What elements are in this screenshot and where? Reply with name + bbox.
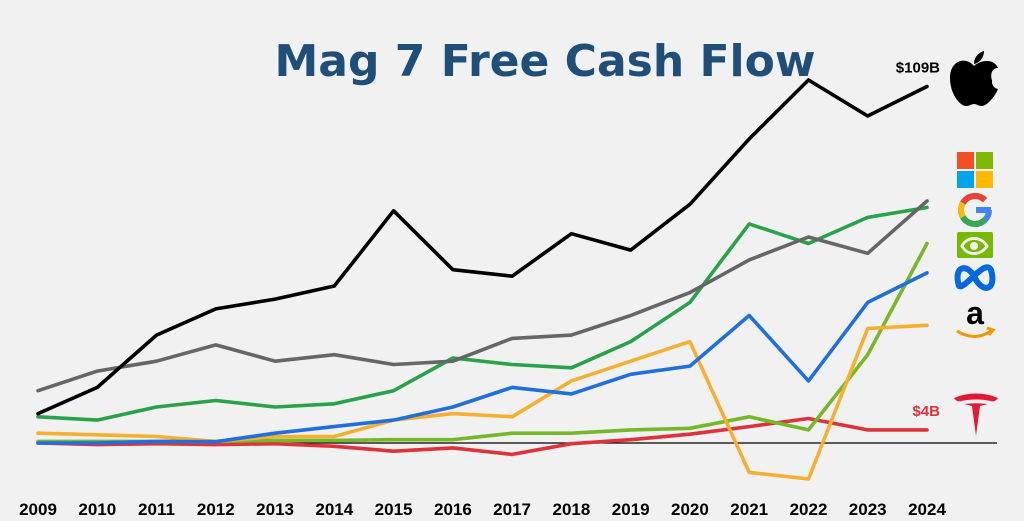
x-tick-label: 2009 [19, 500, 57, 519]
series-line-google [36, 205, 929, 422]
end-label-tesla: $4B [912, 403, 940, 420]
svg-text:a: a [966, 295, 984, 331]
meta-icon [954, 264, 996, 291]
apple-icon [950, 51, 1006, 106]
x-tick-label: 2022 [790, 500, 828, 519]
logo-legend: a [950, 51, 1006, 436]
nvidia-icon [957, 232, 993, 258]
x-tick-label: 2015 [375, 500, 413, 519]
x-tick-label: 2010 [78, 500, 116, 519]
series-layer [36, 78, 929, 481]
x-tick-labels: 2009 2010 2011 2012 2013 2014 2015 2016 2017 2018… [19, 500, 946, 519]
x-tick-label: 2013 [256, 500, 294, 519]
amazon-icon: a [956, 295, 996, 338]
series-line-meta [36, 271, 929, 445]
x-tick-label: 2016 [434, 500, 472, 519]
series-line-amazon [36, 323, 929, 481]
x-tick-label: 2018 [552, 500, 590, 519]
google-icon [958, 193, 992, 227]
x-tick-label: 2014 [315, 500, 353, 519]
x-tick-label: 2019 [612, 500, 650, 519]
x-tick-label: 2011 [138, 500, 175, 519]
end-label-apple: $109B [896, 60, 940, 77]
series-line-apple [36, 78, 929, 416]
x-tick-label: 2012 [197, 500, 235, 519]
end-labels: $109B $4B [896, 60, 940, 420]
x-tick-label: 2020 [671, 500, 709, 519]
tesla-icon [954, 393, 998, 436]
series-line-microsoft [36, 199, 929, 393]
chart-title: Mag 7 Free Cash Flow [275, 36, 816, 87]
x-tick-label: 2021 [730, 500, 768, 519]
x-tick-label: 2024 [908, 500, 946, 519]
x-tick-label: 2017 [493, 500, 531, 519]
x-tick-label: 2023 [849, 500, 887, 519]
microsoft-icon [957, 152, 993, 188]
